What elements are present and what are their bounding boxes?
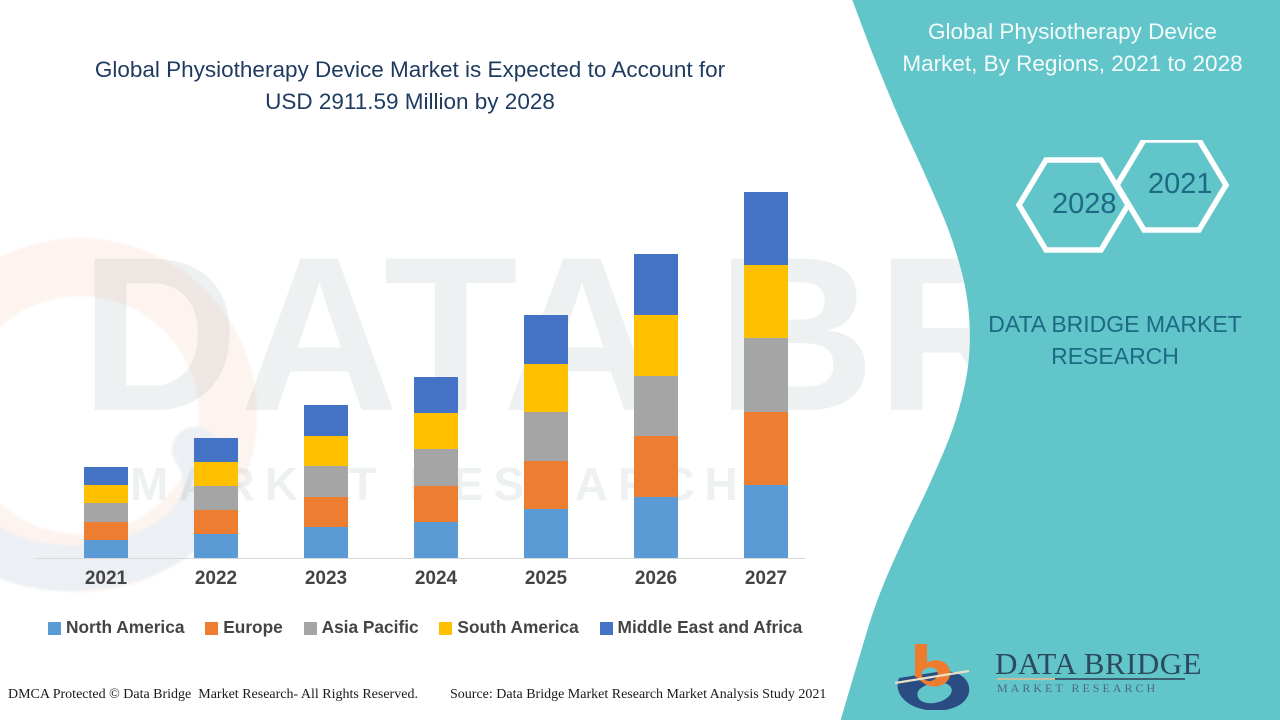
svg-text:2028: 2028 (1052, 188, 1117, 220)
svg-text:2021: 2021 (1148, 168, 1213, 200)
